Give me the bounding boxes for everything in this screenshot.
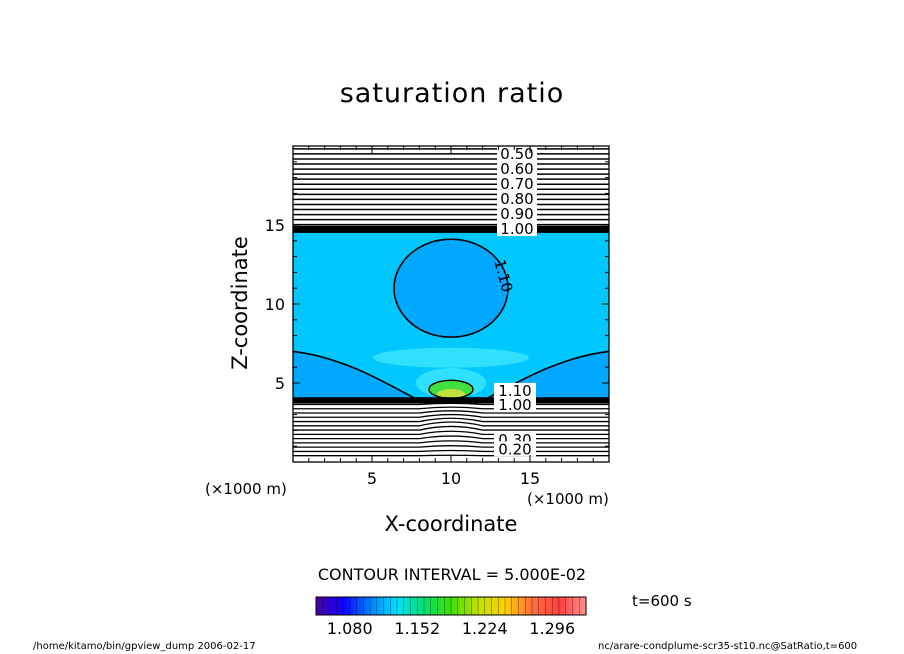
contour-label-bg <box>497 190 537 206</box>
contour-line-lower <box>293 430 609 435</box>
contour-line-lower <box>293 445 609 448</box>
footer-right: nc/arare-condplume-scr35-st10.nc@SatRati… <box>598 641 858 652</box>
contour-line-lower <box>293 440 609 444</box>
contour-label-bg <box>497 175 537 191</box>
colorbar-tick-label: 1.152 <box>394 619 440 638</box>
contour-1p10-blob <box>393 238 509 339</box>
colorbar-tick-label: 1.224 <box>462 619 508 638</box>
contour-label-upper: 0.90 <box>500 205 533 223</box>
contour-label-lower: 0.20 <box>498 440 531 458</box>
fill-yellow-cap <box>437 389 465 400</box>
contour-line-lower <box>293 425 609 431</box>
contour-line-lower <box>293 449 609 453</box>
x-tick-label: 15 <box>520 469 540 488</box>
plot-area <box>293 148 609 457</box>
colorbar-tick-label: 1.296 <box>529 619 575 638</box>
contour-label-bg <box>494 382 536 398</box>
contour-green-cap <box>428 379 474 400</box>
contour-label-upper: 1.00 <box>500 220 533 238</box>
contour-line-lower <box>293 406 609 410</box>
contour-1p10-right <box>485 350 609 400</box>
contour-line-lower <box>293 421 609 427</box>
x-unit-note-left: (×1000 m) <box>205 480 287 498</box>
y-tick-label: 10 <box>265 295 285 314</box>
contour-interval: CONTOUR INTERVAL = 5.000E-02 <box>317 565 587 584</box>
colorbar-tick-label: 1.080 <box>327 619 373 638</box>
x-tick-label: 5 <box>367 469 377 488</box>
fill-bump <box>373 347 529 368</box>
y-axis-label: Z-coordinate <box>228 236 252 370</box>
x-axis-label: X-coordinate <box>384 512 518 536</box>
x-tick-label: 10 <box>441 469 461 488</box>
contour-label-upper: 0.60 <box>500 160 533 178</box>
contour-line-lower <box>293 435 609 440</box>
contour-label-bg <box>494 397 536 413</box>
contour-label-bg <box>497 220 537 236</box>
time-label: t=600 s <box>632 592 692 610</box>
contour-label-lower: 1.10 <box>498 382 531 400</box>
contour-label-upper: 0.80 <box>500 190 533 208</box>
contour-label-bg <box>497 160 537 176</box>
y-tick-label: 5 <box>275 374 285 393</box>
contour-line-lower <box>293 417 609 423</box>
contour-label-bg <box>497 205 537 221</box>
contour-line-lower <box>293 410 609 414</box>
contour-dense-lower <box>293 397 609 404</box>
contour-label-bg <box>494 441 536 457</box>
fill-blob <box>394 239 508 338</box>
contour-label-lower: 1.00 <box>498 396 531 414</box>
x-unit-note-right: (×1000 m) <box>527 490 609 508</box>
contour-label-upper: 0.70 <box>500 175 533 193</box>
contour-label-bg <box>497 145 537 161</box>
contour-dense-upper <box>293 225 609 233</box>
contour-label-upper: 0.50 <box>500 145 533 163</box>
contour-1p10-left <box>293 350 417 400</box>
chart-title: saturation ratio <box>339 78 565 109</box>
contour-line-lower <box>293 413 609 418</box>
y-tick-label: 15 <box>265 216 285 235</box>
footer-left: /home/kitamo/bin/gpview_dump 2006-02-17 <box>33 641 256 652</box>
